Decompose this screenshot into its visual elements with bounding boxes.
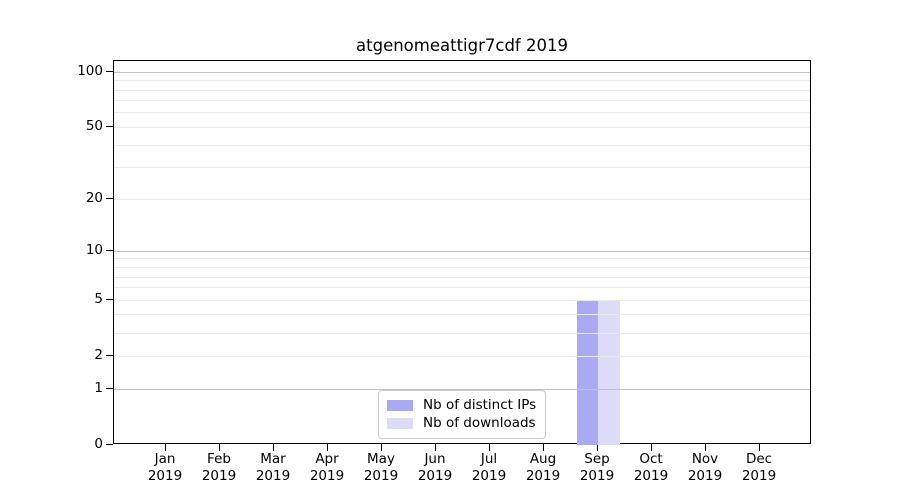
- x-tick: [758, 444, 760, 451]
- bar-nb-of-distinct-ips: [576, 300, 598, 445]
- legend-swatch: [387, 399, 413, 411]
- x-tick-label: Mar 2019: [241, 451, 305, 484]
- gridline-major: [114, 71, 810, 73]
- y-tick-label: 5: [94, 290, 103, 307]
- x-tick-label: Oct 2019: [619, 451, 683, 484]
- x-tick: [704, 444, 706, 451]
- y-tick: [106, 443, 113, 445]
- x-tick-label: Jul 2019: [457, 451, 521, 484]
- gridline-minor: [114, 332, 810, 334]
- x-tick-label: Jun 2019: [403, 451, 467, 484]
- x-tick-year: 2019: [147, 467, 183, 484]
- y-tick-label: 0: [94, 435, 103, 452]
- y-tick-label: 20: [85, 189, 103, 206]
- x-tick-month: Nov: [691, 451, 719, 467]
- x-tick-month: Oct: [639, 451, 663, 467]
- x-tick-year: 2019: [579, 467, 615, 484]
- x-tick-month: Jun: [424, 451, 446, 467]
- gridline-minor: [114, 276, 810, 278]
- legend-swatch: [387, 417, 413, 429]
- x-tick-month: Aug: [529, 451, 557, 467]
- x-tick-month: Dec: [745, 451, 773, 467]
- x-tick-year: 2019: [201, 467, 237, 484]
- x-tick-year: 2019: [363, 467, 399, 484]
- x-tick-month: Jul: [480, 451, 498, 467]
- y-tick: [106, 387, 113, 389]
- x-tick-year: 2019: [741, 467, 777, 484]
- x-tick-year: 2019: [255, 467, 291, 484]
- x-tick-month: Jan: [154, 451, 176, 467]
- x-tick: [272, 444, 274, 451]
- gridline-major: [114, 250, 810, 252]
- gridline-minor: [114, 198, 810, 200]
- x-tick-month: Mar: [260, 451, 286, 467]
- legend: Nb of distinct IPs Nb of downloads: [378, 390, 547, 439]
- gridline-minor: [114, 126, 810, 128]
- y-tick-label: 100: [77, 62, 103, 79]
- x-tick-year: 2019: [687, 467, 723, 484]
- gridline-minor: [114, 89, 810, 91]
- y-tick: [106, 354, 113, 356]
- bar-nb-of-downloads: [598, 300, 620, 445]
- x-tick: [218, 444, 220, 451]
- gridline-minor: [114, 267, 810, 268]
- x-tick-year: 2019: [417, 467, 453, 484]
- x-tick: [542, 444, 544, 451]
- x-tick: [596, 444, 598, 451]
- plot-area: [113, 60, 811, 445]
- y-tick-label: 1: [94, 379, 103, 396]
- x-tick-label: Apr 2019: [295, 451, 359, 484]
- y-tick-label: 2: [94, 346, 103, 363]
- gridline-minor: [114, 314, 810, 316]
- y-tick: [106, 197, 113, 199]
- x-tick-label: May 2019: [349, 451, 413, 484]
- legend-label: Nb of downloads: [423, 415, 536, 431]
- x-tick: [326, 444, 328, 451]
- x-tick-month: May: [367, 451, 395, 467]
- gridline-minor: [114, 167, 810, 169]
- legend-label: Nb of distinct IPs: [423, 397, 537, 413]
- x-tick-label: Dec 2019: [727, 451, 791, 484]
- x-tick-label: Feb 2019: [187, 451, 251, 484]
- gridline-minor: [114, 80, 810, 82]
- gridline-minor: [114, 258, 810, 260]
- x-tick: [434, 444, 436, 451]
- y-tick-label: 10: [85, 241, 103, 258]
- x-tick-label: Nov 2019: [673, 451, 737, 484]
- gridline-minor: [114, 144, 810, 146]
- x-tick-label: Sep 2019: [565, 451, 629, 484]
- x-tick-year: 2019: [471, 467, 507, 484]
- chart-title: atgenomeattigr7cdf 2019: [356, 36, 568, 55]
- x-tick-year: 2019: [525, 467, 561, 484]
- y-tick-label: 50: [85, 117, 103, 134]
- x-tick: [164, 444, 166, 451]
- x-tick: [380, 444, 382, 451]
- legend-entries: Nb of distinct IPs Nb of downloads: [387, 396, 536, 432]
- gridline-major: [114, 388, 810, 390]
- y-tick: [106, 70, 113, 72]
- gridline-minor: [114, 100, 810, 102]
- gridline-minor: [114, 299, 810, 301]
- x-tick: [488, 444, 490, 451]
- x-tick: [650, 444, 652, 451]
- x-tick-month: Sep: [584, 451, 610, 467]
- x-tick-month: Feb: [207, 451, 231, 467]
- legend-row: Nb of distinct IPs: [387, 396, 536, 414]
- gridline-minor: [114, 355, 810, 357]
- gridline-minor: [114, 112, 810, 114]
- y-tick: [106, 298, 113, 300]
- x-tick-month: Apr: [315, 451, 339, 467]
- x-tick-year: 2019: [309, 467, 345, 484]
- y-tick: [106, 125, 113, 128]
- legend-row: Nb of downloads: [387, 414, 536, 432]
- y-tick: [106, 249, 113, 251]
- x-tick-label: Jan 2019: [133, 451, 197, 484]
- x-tick-label: Aug 2019: [511, 451, 575, 484]
- x-tick-year: 2019: [633, 467, 669, 484]
- gridline-minor: [114, 287, 810, 289]
